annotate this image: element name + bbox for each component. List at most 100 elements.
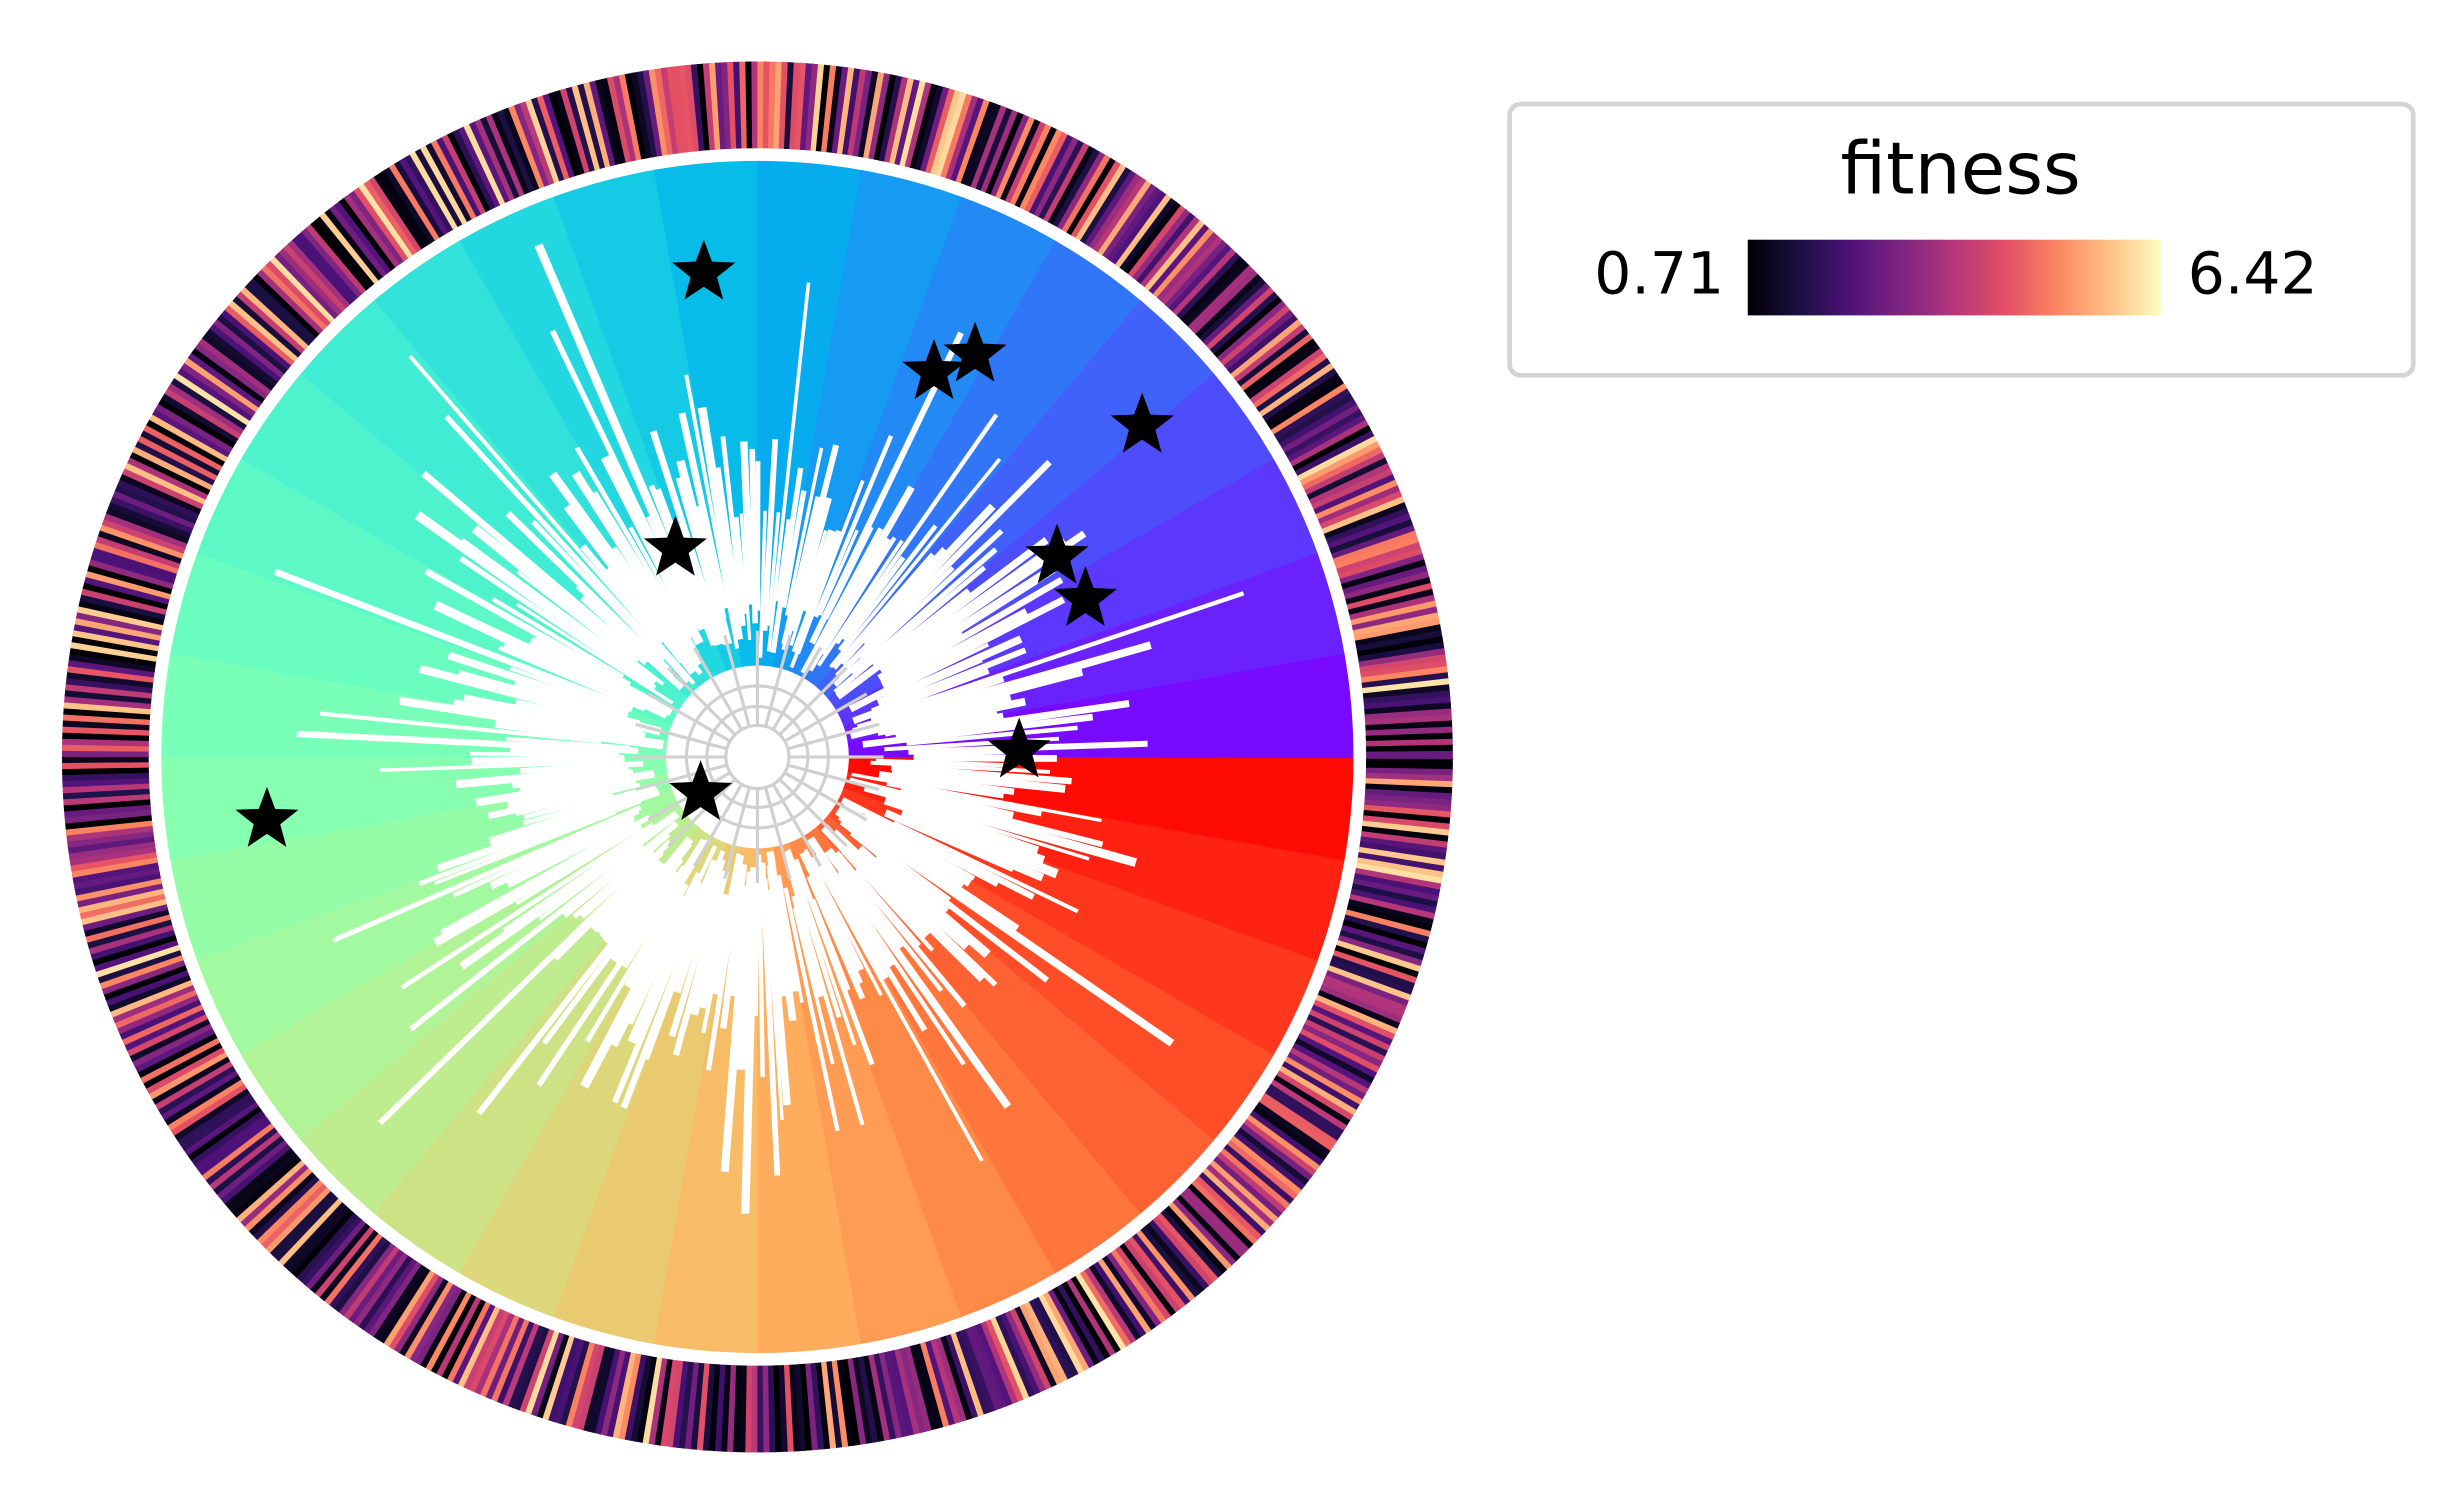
branch	[883, 642, 990, 698]
branch	[883, 809, 1015, 872]
fitness-ring-segment	[1052, 148, 1102, 229]
branch	[835, 413, 999, 645]
branch	[786, 848, 857, 1046]
fitness-ring-segment	[1041, 1291, 1090, 1372]
fitness-ring-segment	[618, 73, 644, 161]
fitness-ring-segment	[152, 407, 232, 458]
fitness-ring-segment	[1311, 468, 1394, 512]
branch	[817, 539, 904, 667]
fitness-ring-segment	[1323, 975, 1407, 1014]
branch	[672, 870, 730, 1056]
branch	[701, 853, 741, 1034]
fitness-ring-segment	[1309, 463, 1392, 507]
branch	[739, 513, 752, 641]
fitness-ring-segment	[824, 1361, 843, 1449]
fitness-ring-segment	[523, 1330, 560, 1415]
fitness-ring-segment	[76, 881, 164, 908]
branch	[580, 894, 689, 1089]
fitness-ring-segment	[231, 1154, 302, 1218]
fitness-ring-segment	[402, 1280, 454, 1360]
fitness-ring-segment	[109, 978, 194, 1018]
fitness-ring-segment	[368, 175, 423, 253]
fitness-ring-segment	[1252, 353, 1329, 410]
fitness-ring-segment	[1303, 1018, 1386, 1064]
fitness-ring-segment	[243, 1166, 313, 1232]
fitness-ring-segment	[1330, 955, 1415, 992]
branch	[914, 749, 1007, 757]
fitness-ring-segment	[1275, 1070, 1354, 1123]
fitness-ring-segment	[99, 522, 185, 559]
fitness-ring-segment	[958, 1328, 996, 1414]
fitness-ring-segment	[1194, 1175, 1262, 1242]
fitness-ring-segment	[1075, 163, 1128, 242]
fitness-ring-segment	[887, 1350, 914, 1437]
fitness-ring-segment	[478, 1314, 520, 1398]
branch	[759, 862, 781, 1176]
fitness-ring-segment	[295, 1211, 359, 1282]
fitness-ring-segment	[71, 855, 158, 878]
branch	[491, 597, 625, 679]
clade-wedge	[757, 160, 863, 757]
fitness-ring-segment	[1140, 216, 1202, 289]
branch	[574, 446, 700, 656]
fitness-ring-segment	[301, 226, 364, 298]
branch	[562, 821, 679, 919]
tree	[61, 61, 1453, 1453]
fitness-ring-segment	[392, 1274, 444, 1354]
fitness-ring-segment	[1291, 1042, 1372, 1091]
inner-branch	[783, 771, 868, 822]
fitness-ring-segment	[1343, 914, 1430, 945]
fitness-ring-segment	[78, 886, 165, 914]
star-marker	[235, 786, 299, 847]
fitness-ring-segment	[577, 83, 607, 169]
fitness-ring-segment	[1201, 1168, 1271, 1233]
fitness-ring-segment	[84, 574, 170, 605]
fitness-ring-segment	[940, 93, 975, 179]
fitness-ring-segment	[1245, 1114, 1321, 1173]
fitness-ring-segment	[248, 276, 318, 342]
fitness-ring-segment	[1235, 1127, 1310, 1187]
branch	[531, 519, 666, 661]
branch	[784, 850, 842, 1018]
fitness-ring-segment	[1134, 1229, 1196, 1303]
fitness-ring-segment	[1317, 485, 1401, 526]
fitness-ring-segment	[502, 106, 541, 191]
fitness-ring-segment	[151, 1055, 231, 1105]
fitness-ring-segment	[127, 455, 209, 500]
colorbar-min-label: 0.71	[1594, 240, 1724, 308]
fitness-ring-segment	[1184, 260, 1251, 328]
fitness-ring-segment	[1297, 435, 1378, 483]
branch	[788, 496, 832, 632]
fitness-ring-segment	[126, 1012, 209, 1057]
branch	[523, 792, 614, 820]
fitness-ring-segment	[136, 1031, 218, 1079]
fitness-ring-segment	[909, 83, 940, 170]
fitness-ring-segment	[1055, 1284, 1106, 1364]
fitness-ring-segment	[187, 351, 263, 408]
branch	[471, 524, 641, 664]
fitness-ring-segment	[474, 118, 517, 201]
fitness-ring-segment	[66, 824, 154, 842]
fitness-ring-segment	[1000, 119, 1043, 202]
fitness-ring-segment	[1191, 269, 1260, 336]
fitness-ring-segment	[219, 1142, 292, 1204]
fitness-ring-segment	[1335, 939, 1421, 974]
fitness-ring-segment	[892, 1348, 920, 1436]
fitness-ring-segment	[1272, 1074, 1351, 1128]
fitness-ring-segment	[803, 1363, 819, 1451]
branch	[875, 758, 1008, 768]
fitness-ring-segment	[1019, 129, 1065, 211]
fitness-ring-segment	[988, 1317, 1030, 1401]
fitness-ring-segment	[1096, 1258, 1152, 1335]
fitness-ring-segment	[404, 153, 455, 233]
fitness-ring-segment	[1314, 994, 1398, 1037]
fitness-ring-segment	[1230, 319, 1303, 380]
fitness-ring-segment	[1213, 296, 1284, 359]
fitness-ring-segment	[1254, 1101, 1331, 1158]
branch	[591, 491, 684, 636]
fitness-ring-segment	[164, 386, 243, 439]
fitness-ring-segment	[1209, 291, 1280, 355]
branch	[824, 526, 874, 620]
branch	[833, 529, 1004, 687]
